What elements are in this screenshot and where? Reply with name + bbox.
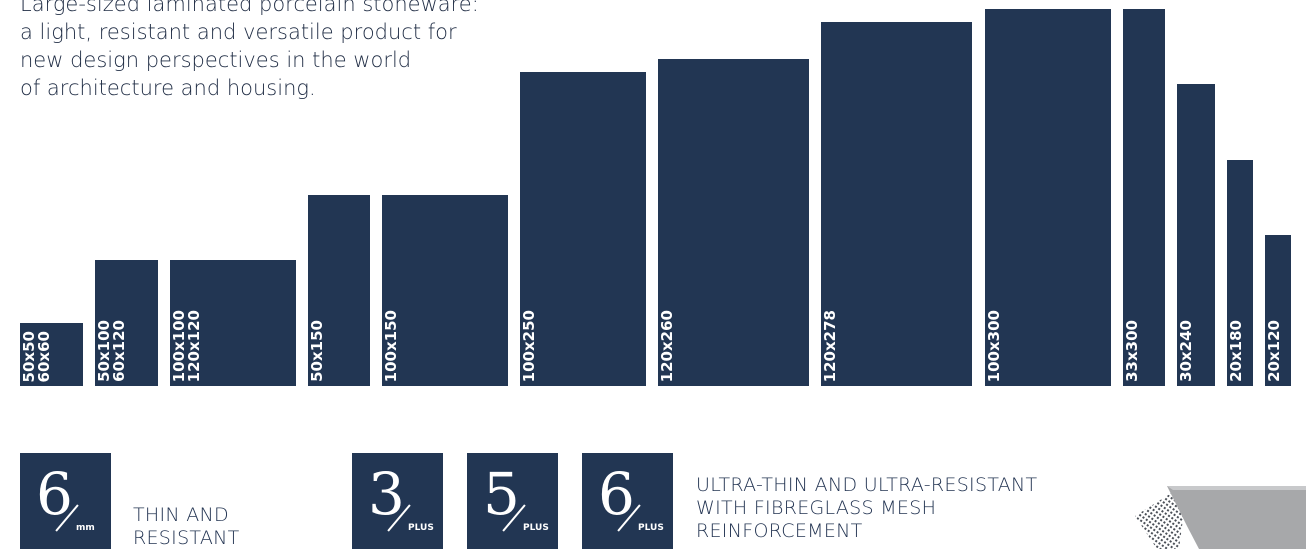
- thickness-badge-6mm: 6 mm: [20, 453, 111, 549]
- tile-size-label: 100x300: [985, 309, 1003, 382]
- thickness-number: 5: [483, 460, 520, 528]
- thickness-unit: PLUS: [523, 523, 549, 533]
- thickness-unit: mm: [76, 523, 95, 533]
- intro-line: of architecture and housing.: [20, 76, 316, 100]
- tile-size-block: 30x240: [1177, 84, 1215, 386]
- thickness-unit: PLUS: [638, 523, 664, 533]
- thickness-number: 6: [598, 460, 635, 528]
- fibreglass-mesh-slab-icon: [1135, 486, 1306, 549]
- thin-resistant-caption: THIN AND RESISTANT: [133, 504, 240, 550]
- tile-size-block: 100x100 120x120: [170, 260, 296, 386]
- thickness-unit: PLUS: [408, 523, 434, 533]
- tile-size-block: 33x300: [1123, 9, 1165, 386]
- tile-size-label: 20x180: [1227, 320, 1245, 382]
- tile-size-label: 33x300: [1123, 320, 1141, 382]
- tile-size-block: 100x150: [382, 195, 508, 386]
- tile-size-block: 50x100 60x120: [95, 260, 158, 386]
- tile-size-block: 20x180: [1227, 160, 1253, 386]
- intro-text: Large-sized laminated porcelain stonewar…: [20, 0, 490, 102]
- thickness-badge-6plus: 6 PLUS: [582, 453, 673, 549]
- caption-line: WITH FIBREGLASS MESH: [696, 497, 937, 519]
- intro-line: a light, resistant and versatile product…: [20, 20, 457, 44]
- tile-size-label: 20x120: [1265, 320, 1283, 382]
- tile-size-block: 120x278: [821, 22, 972, 386]
- tile-size-block: 20x120: [1265, 235, 1291, 386]
- tile-size-block: 120x260: [658, 59, 809, 386]
- thickness-badge-3plus: 3 PLUS: [352, 453, 443, 549]
- tile-size-label: 100x250: [520, 309, 538, 382]
- thickness-badge-5plus: 5 PLUS: [467, 453, 558, 549]
- tile-size-label: 50x150: [308, 320, 326, 382]
- tile-size-label: 120x278: [821, 309, 839, 382]
- intro-line: new design perspectives in the world: [20, 48, 412, 72]
- intro-line: Large-sized laminated porcelain stonewar…: [20, 0, 479, 16]
- tile-size-label: 120x120: [185, 309, 203, 382]
- caption-line: THIN AND: [133, 504, 229, 526]
- tile-size-label: 100x150: [382, 309, 400, 382]
- tile-size-block: 50x150: [308, 195, 370, 386]
- tile-size-block: 50x50 60x60: [20, 323, 83, 386]
- thickness-number: 3: [368, 460, 405, 528]
- tile-size-label: 60x120: [110, 320, 128, 382]
- tile-size-block: 100x300: [985, 9, 1111, 386]
- tile-size-block: 100x250: [520, 72, 646, 386]
- tile-size-label: 120x260: [658, 309, 676, 382]
- ultra-thin-caption: ULTRA-THIN AND ULTRA-RESISTANT WITH FIBR…: [696, 474, 1037, 543]
- caption-line: RESISTANT: [133, 527, 240, 549]
- tile-size-label: 60x60: [35, 330, 53, 382]
- tile-size-label: 30x240: [1177, 320, 1195, 382]
- caption-line: REINFORCEMENT: [696, 520, 863, 542]
- thickness-number: 6: [36, 460, 73, 528]
- caption-line: ULTRA-THIN AND ULTRA-RESISTANT: [696, 474, 1038, 496]
